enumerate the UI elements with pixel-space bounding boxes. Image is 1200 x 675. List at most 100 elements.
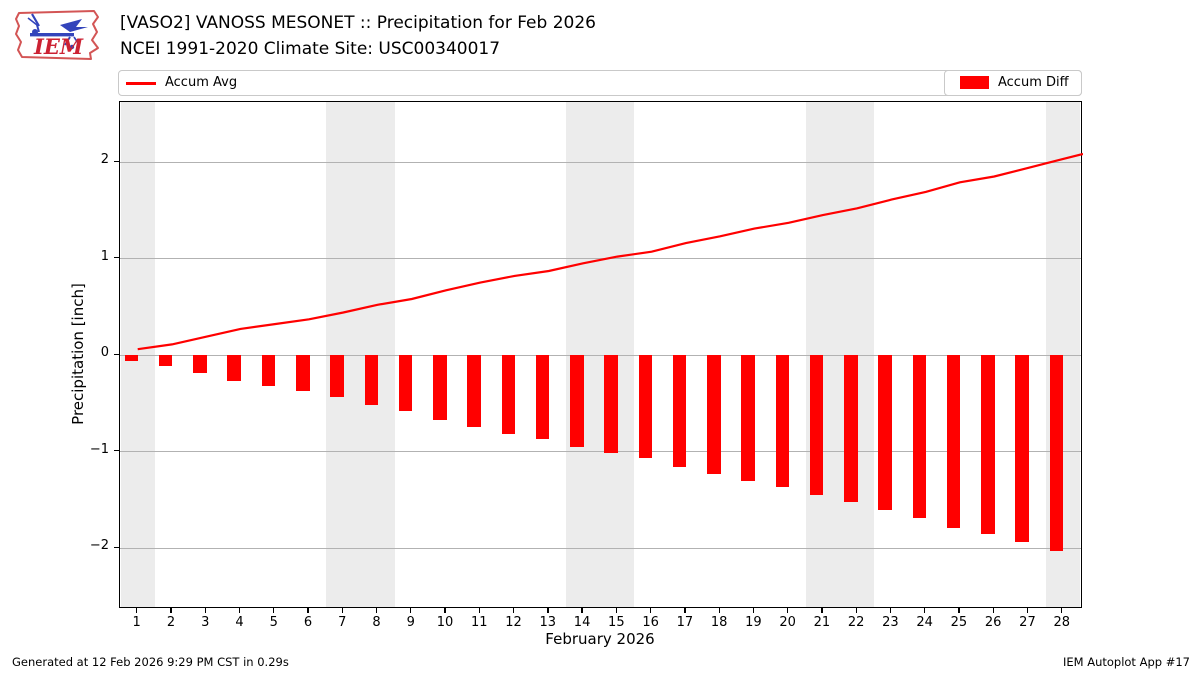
bar-day-28 bbox=[1049, 355, 1064, 551]
x-tick-label: 11 bbox=[471, 615, 488, 630]
legend-avg-label: Accum Avg bbox=[165, 75, 238, 90]
title-line-1: [VASO2] VANOSS MESONET :: Precipitation … bbox=[120, 13, 596, 33]
gridline bbox=[120, 354, 1081, 356]
x-tick-label: 8 bbox=[372, 615, 381, 630]
bar-day-26 bbox=[981, 355, 995, 534]
gridline bbox=[120, 258, 1081, 259]
bar-day-5 bbox=[261, 355, 276, 386]
bar-day-8 bbox=[364, 355, 379, 406]
bar-day-3 bbox=[193, 355, 207, 374]
bar-day-25 bbox=[946, 355, 961, 528]
bar-day-22 bbox=[844, 355, 858, 502]
bar-day-9 bbox=[398, 355, 413, 411]
x-tick-mark bbox=[136, 608, 138, 613]
bar-day-6 bbox=[296, 355, 310, 391]
y-tick-label: 1 bbox=[100, 248, 109, 264]
bar-day-7 bbox=[330, 355, 344, 398]
bar-day-4 bbox=[227, 355, 241, 382]
x-tick-label: 9 bbox=[406, 615, 415, 630]
x-tick-mark bbox=[992, 608, 994, 613]
gridline bbox=[120, 547, 1081, 549]
x-tick-label: 21 bbox=[813, 615, 831, 630]
bar-day-23 bbox=[878, 355, 892, 511]
x-tick-label: 28 bbox=[1053, 615, 1070, 630]
x-tick-label: 12 bbox=[505, 615, 522, 630]
bar-day-12 bbox=[501, 355, 516, 435]
x-tick-mark bbox=[512, 608, 515, 613]
bar-day-18 bbox=[707, 355, 721, 474]
x-tick-mark bbox=[375, 608, 378, 613]
x-tick-label: 26 bbox=[984, 615, 1002, 630]
bar-day-16 bbox=[638, 355, 653, 459]
y-tick-mark bbox=[114, 450, 119, 452]
accum-avg-polyline bbox=[137, 152, 1083, 351]
generated-timestamp: Generated at 12 Feb 2026 9:29 PM CST in … bbox=[12, 655, 289, 669]
bar-day-13 bbox=[535, 355, 550, 439]
x-tick-mark bbox=[204, 608, 206, 613]
x-tick-label: 27 bbox=[1019, 615, 1036, 630]
x-tick-label: 19 bbox=[745, 615, 762, 630]
y-tick-label: −2 bbox=[89, 538, 109, 553]
gridline bbox=[120, 161, 1081, 163]
bar-day-19 bbox=[741, 355, 755, 482]
x-tick-mark bbox=[889, 608, 892, 613]
x-tick-mark bbox=[615, 608, 618, 613]
x-tick-mark bbox=[684, 608, 686, 613]
x-axis-label: February 2026 bbox=[545, 630, 655, 648]
app-credit: IEM Autoplot App #17 bbox=[1062, 655, 1190, 669]
x-tick-mark bbox=[787, 608, 789, 613]
x-tick-mark bbox=[273, 608, 275, 613]
legend-box-avg bbox=[118, 70, 1082, 96]
x-tick-label: 7 bbox=[338, 615, 347, 630]
x-tick-mark bbox=[718, 608, 720, 613]
x-tick-label: 24 bbox=[916, 615, 933, 630]
x-tick-label: 3 bbox=[201, 615, 210, 630]
x-tick-mark bbox=[547, 608, 549, 613]
x-tick-mark bbox=[410, 608, 412, 613]
x-tick-mark bbox=[958, 608, 960, 613]
x-tick-mark bbox=[1061, 608, 1063, 613]
x-tick-label: 20 bbox=[779, 615, 796, 630]
x-tick-mark bbox=[821, 608, 823, 613]
x-tick-label: 6 bbox=[303, 615, 313, 630]
bar-day-2 bbox=[158, 355, 173, 366]
legend-patch-swatch bbox=[960, 76, 989, 89]
x-tick-mark bbox=[478, 608, 480, 613]
bar-day-24 bbox=[912, 355, 927, 519]
iem-logo: IEM bbox=[15, 10, 99, 60]
bar-day-15 bbox=[604, 355, 618, 454]
y-tick-mark bbox=[114, 160, 119, 162]
x-tick-mark bbox=[307, 608, 309, 613]
bar-day-14 bbox=[570, 355, 584, 447]
x-tick-mark bbox=[444, 608, 446, 613]
weathervane-icon bbox=[27, 13, 88, 50]
x-tick-label: 25 bbox=[950, 615, 968, 630]
y-tick-mark bbox=[114, 353, 119, 355]
x-tick-label: 22 bbox=[847, 615, 865, 630]
y-tick-label: 2 bbox=[100, 152, 109, 167]
y-tick-label: 0 bbox=[100, 345, 109, 360]
y-tick-label: −1 bbox=[89, 441, 109, 457]
bar-day-20 bbox=[775, 355, 790, 488]
x-tick-label: 1 bbox=[132, 615, 141, 630]
title-line-2: NCEI 1991-2020 Climate Site: USC00340017 bbox=[120, 38, 501, 59]
x-tick-label: 10 bbox=[436, 615, 454, 630]
x-tick-label: 16 bbox=[642, 615, 659, 630]
x-tick-mark bbox=[752, 608, 755, 613]
x-tick-mark bbox=[1026, 608, 1029, 613]
bar-day-17 bbox=[672, 355, 687, 467]
legend-diff-label: Accum Diff bbox=[998, 75, 1069, 90]
x-tick-label: 18 bbox=[710, 615, 728, 630]
x-tick-mark bbox=[650, 608, 652, 613]
bar-day-21 bbox=[809, 355, 824, 495]
plot-area bbox=[119, 101, 1083, 608]
bar-day-10 bbox=[433, 355, 447, 420]
x-tick-mark bbox=[238, 608, 241, 613]
x-tick-mark bbox=[581, 608, 583, 613]
x-tick-label: 13 bbox=[539, 615, 557, 630]
accum-avg-line bbox=[137, 152, 1083, 351]
y-tick-mark bbox=[114, 257, 119, 259]
bar-day-27 bbox=[1015, 355, 1029, 543]
x-tick-label: 17 bbox=[676, 615, 694, 630]
